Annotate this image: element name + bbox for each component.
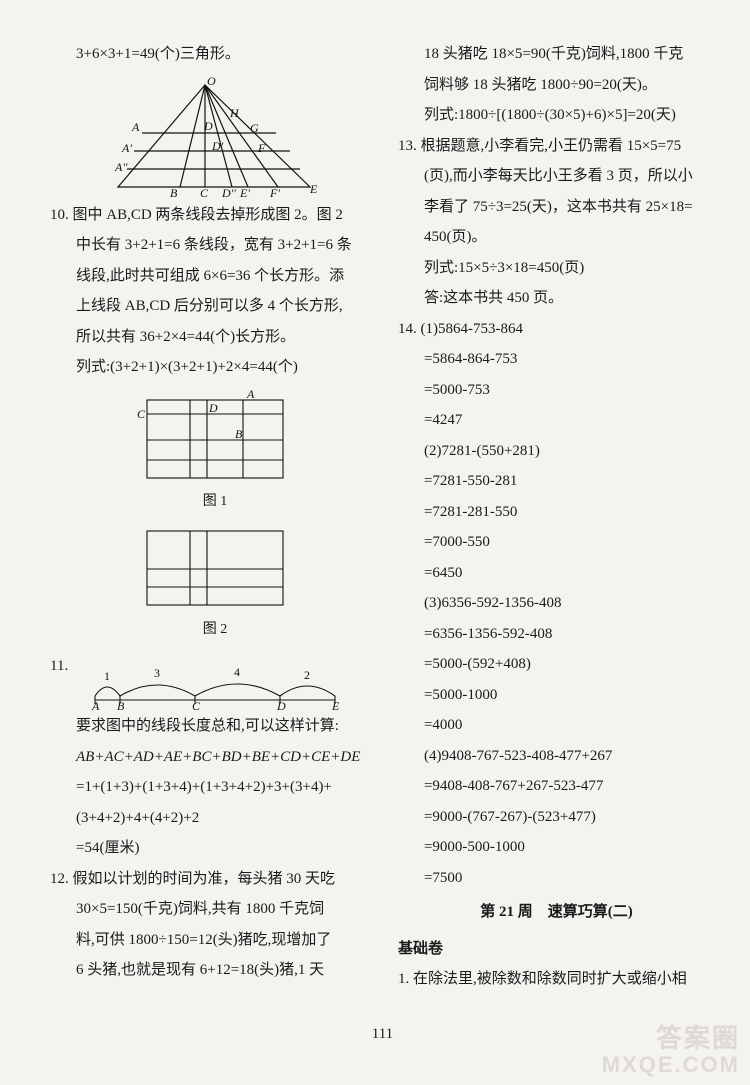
svg-text:A'': A'' [114, 160, 128, 174]
q14-line: =7281-281-550 [398, 498, 715, 527]
q10-line: 上线段 AB,CD 后分别可以多 4 个长方形, [50, 292, 380, 321]
q13-line: (页),而小李每天比小王多看 3 页，所以小 [398, 162, 715, 191]
svg-text:D'': D'' [221, 186, 236, 197]
svg-text:D': D' [211, 139, 224, 153]
svg-text:1: 1 [104, 669, 110, 683]
q12-line: 30×5=150(千克)饲料,共有 1800 千克饲 [50, 895, 380, 924]
fig1-caption: 图 1 [50, 489, 380, 516]
q13-line: 450(页)。 [398, 223, 715, 252]
week-title: 第 21 周 速算巧算(二) [398, 898, 715, 927]
rect-figure-1: A C D B [50, 390, 380, 485]
svg-text:A: A [91, 699, 100, 710]
svg-text:F': F' [269, 186, 280, 197]
text-line: 3+6×3+1=49(个)三角形。 [50, 40, 380, 69]
q11-line: =1+(1+3)+(1+3+4)+(1+3+4+2)+3+(3+4)+ [50, 773, 380, 802]
q14-line: =4000 [398, 711, 715, 740]
base-line: 1. 在除法里,被除数和除数同时扩大或缩小相 [398, 965, 715, 994]
q13-line: 李看了 75÷3=25(天)，这本书共有 25×18= [398, 193, 715, 222]
svg-text:C: C [200, 186, 209, 197]
q14-line: 14. (1)5864-753-864 [398, 315, 715, 344]
svg-text:B: B [235, 427, 243, 441]
q14-line: =7500 [398, 864, 715, 893]
segment-svg: 1 3 4 2 A B C D E [85, 660, 345, 710]
q11-line: AB+AC+AD+AE+BC+BD+BE+CD+CE+DE [50, 743, 380, 772]
q12-line: 6 头猪,也就是现有 6+12=18(头)猪,1 天 [50, 956, 380, 985]
svg-text:G: G [250, 121, 259, 135]
q13-line: 答:这本书共 450 页。 [398, 284, 715, 313]
svg-text:C: C [192, 699, 201, 710]
q14-line: (4)9408-767-523-408-477+267 [398, 742, 715, 771]
q14-line: =5000-(592+408) [398, 650, 715, 679]
text-line: 饲料够 18 头猪吃 1800÷90=20(天)。 [398, 71, 715, 100]
base-heading: 基础卷 [398, 935, 715, 964]
svg-text:A: A [131, 120, 140, 134]
text-line: 18 头猪吃 18×5=90(千克)饲料,1800 千克 [398, 40, 715, 69]
q12-line: 12. 假如以计划的时间为准，每头猪 30 天吃 [50, 865, 380, 894]
q14-line: (3)6356-592-1356-408 [398, 589, 715, 618]
q10-line: 线段,此时共可组成 6×6=36 个长方形。添 [50, 262, 380, 291]
svg-text:F: F [257, 141, 266, 155]
q14-line: =7281-550-281 [398, 467, 715, 496]
q10-line: 所以共有 36+2×4=44(个)长方形。 [50, 323, 380, 352]
q14-line: =4247 [398, 406, 715, 435]
svg-text:A: A [246, 390, 255, 401]
q11-line: =54(厘米) [50, 834, 380, 863]
svg-text:E': E' [239, 186, 250, 197]
fig2-caption: 图 2 [50, 617, 380, 644]
svg-text:E: E [331, 699, 340, 710]
q14-line: =6450 [398, 559, 715, 588]
svg-text:E: E [309, 182, 318, 196]
watermark-en: MXQE.COM [602, 1053, 740, 1077]
svg-text:4: 4 [234, 665, 240, 679]
svg-text:B: B [117, 699, 125, 710]
text-line: 列式:1800÷[(1800÷(30×5)+6)×5]=20(天) [398, 101, 715, 130]
watermark-cn: 答案圈 [602, 1024, 740, 1053]
rect2-svg [135, 523, 295, 613]
svg-text:D: D [276, 699, 286, 710]
rect1-svg: A C D B [135, 390, 295, 485]
q14-line: =7000-550 [398, 528, 715, 557]
left-column: 3+6×3+1=49(个)三角形。 O A A' [50, 40, 380, 1010]
watermark: 答案圈 MXQE.COM [602, 1024, 740, 1077]
q14-line: =6356-1356-592-408 [398, 620, 715, 649]
svg-text:B: B [170, 186, 178, 197]
q13-line: 13. 根据题意,小李看完,小王仍需看 15×5=75 [398, 132, 715, 161]
q14-line: =9000-(767-267)-(523+477) [398, 803, 715, 832]
rect-figure-2 [50, 523, 380, 613]
svg-text:O: O [207, 77, 216, 88]
q11-line: (3+4+2)+4+(4+2)+2 [50, 804, 380, 833]
q14-line: =5000-1000 [398, 681, 715, 710]
svg-text:D: D [208, 401, 218, 415]
svg-text:D: D [203, 119, 213, 133]
q14-line: =5864-864-753 [398, 345, 715, 374]
q10-line: 列式:(3+2+1)×(3+2+1)+2×4=44(个) [50, 353, 380, 382]
q12-line: 料,可供 1800÷150=12(头)猪吃,现增加了 [50, 926, 380, 955]
q14-line: =9000-500-1000 [398, 833, 715, 862]
q11-line: 要求图中的线段长度总和,可以这样计算: [50, 712, 380, 741]
triangle-svg: O A A' A'' B C D D' D'' E E' F F' G H [110, 77, 320, 197]
q13-line: 列式:15×5÷3×18=450(页) [398, 254, 715, 283]
triangle-figure: O A A' A'' B C D D' D'' E E' F F' G H [50, 77, 380, 197]
segment-figure: 1 3 4 2 A B C D E [50, 660, 380, 710]
svg-text:2: 2 [304, 668, 310, 682]
svg-text:3: 3 [154, 666, 160, 680]
q10-line: 中长有 3+2+1=6 条线段，宽有 3+2+1=6 条 [50, 231, 380, 260]
svg-text:C: C [137, 407, 146, 421]
q10-line: 10. 图中 AB,CD 两条线段去掉形成图 2。图 2 [50, 201, 380, 230]
columns: 3+6×3+1=49(个)三角形。 O A A' [50, 40, 715, 1010]
q14-line: (2)7281-(550+281) [398, 437, 715, 466]
q11-label: 11. [50, 658, 68, 674]
svg-text:A': A' [121, 141, 132, 155]
q14-line: =9408-408-767+267-523-477 [398, 772, 715, 801]
svg-text:H: H [229, 106, 240, 120]
right-column: 18 头猪吃 18×5=90(千克)饲料,1800 千克 饲料够 18 头猪吃 … [398, 40, 715, 1010]
q14-line: =5000-753 [398, 376, 715, 405]
